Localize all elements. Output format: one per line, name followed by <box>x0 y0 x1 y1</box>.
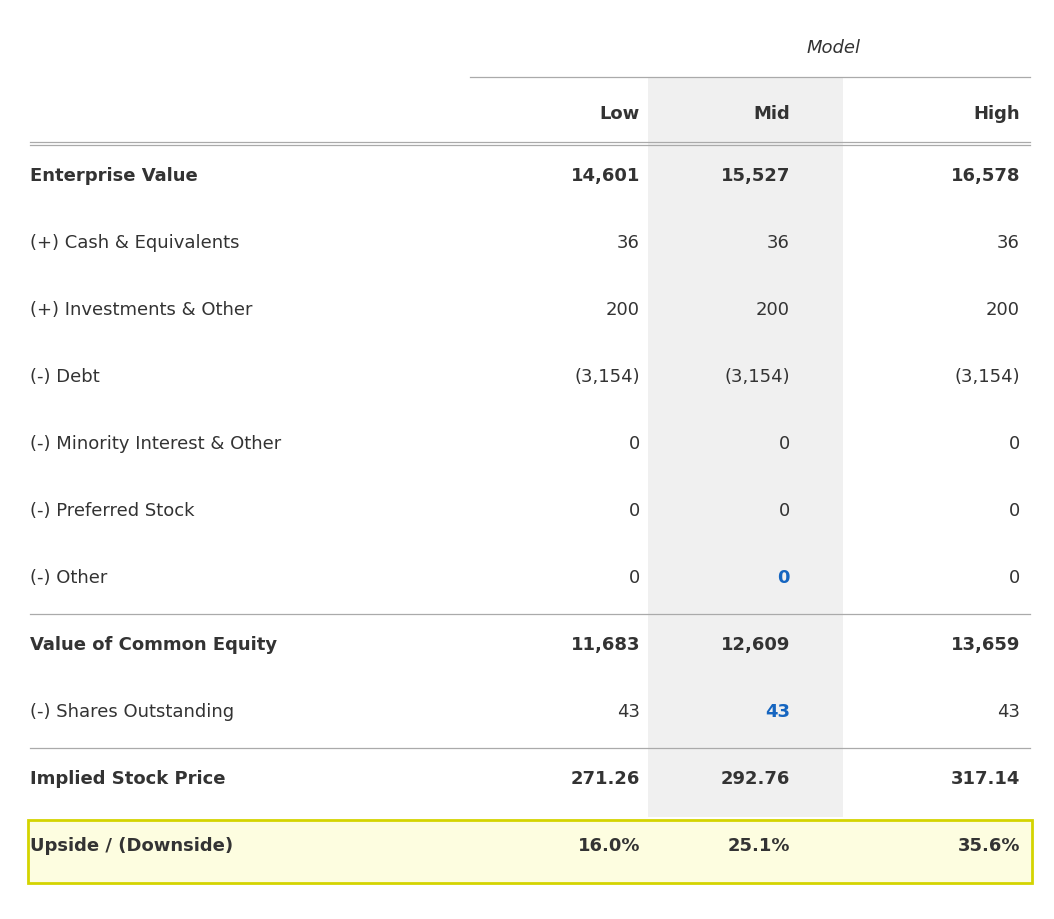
Text: 292.76: 292.76 <box>721 769 790 788</box>
Text: (-) Minority Interest & Other: (-) Minority Interest & Other <box>30 435 281 452</box>
Text: 0: 0 <box>1009 568 1020 586</box>
Text: Value of Common Equity: Value of Common Equity <box>30 635 277 653</box>
Text: High: High <box>974 105 1020 123</box>
Text: (3,154): (3,154) <box>724 368 790 386</box>
Text: 200: 200 <box>756 301 790 319</box>
Text: 25.1%: 25.1% <box>727 836 790 854</box>
Text: 15,527: 15,527 <box>721 167 790 185</box>
Text: 43: 43 <box>765 702 790 720</box>
Text: Low: Low <box>600 105 640 123</box>
Text: 36: 36 <box>997 233 1020 252</box>
Text: 271.26: 271.26 <box>570 769 640 788</box>
Text: 0: 0 <box>629 502 640 519</box>
Text: 0: 0 <box>779 435 790 452</box>
Bar <box>648 78 843 817</box>
Text: 36: 36 <box>618 233 640 252</box>
Text: 0: 0 <box>779 502 790 519</box>
Text: 12,609: 12,609 <box>721 635 790 653</box>
Text: 16,578: 16,578 <box>951 167 1020 185</box>
Text: Enterprise Value: Enterprise Value <box>30 167 198 185</box>
Text: 11,683: 11,683 <box>570 635 640 653</box>
Text: 0: 0 <box>629 435 640 452</box>
Text: 13,659: 13,659 <box>951 635 1020 653</box>
Text: Model: Model <box>807 39 861 57</box>
Text: 14,601: 14,601 <box>570 167 640 185</box>
Text: 0: 0 <box>1009 502 1020 519</box>
Text: (+) Investments & Other: (+) Investments & Other <box>30 301 253 319</box>
Text: Implied Stock Price: Implied Stock Price <box>30 769 226 788</box>
Text: 0: 0 <box>629 568 640 586</box>
Text: (-) Shares Outstanding: (-) Shares Outstanding <box>30 702 234 720</box>
Text: (-) Preferred Stock: (-) Preferred Stock <box>30 502 195 519</box>
Text: 317.14: 317.14 <box>951 769 1020 788</box>
Text: (+) Cash & Equivalents: (+) Cash & Equivalents <box>30 233 239 252</box>
Text: Mid: Mid <box>754 105 790 123</box>
Text: 36: 36 <box>767 233 790 252</box>
Text: (-) Other: (-) Other <box>30 568 108 586</box>
Text: (-) Debt: (-) Debt <box>30 368 100 386</box>
Text: 35.6%: 35.6% <box>957 836 1020 854</box>
Text: (3,154): (3,154) <box>954 368 1020 386</box>
Text: 200: 200 <box>606 301 640 319</box>
Text: 43: 43 <box>997 702 1020 720</box>
Text: 0: 0 <box>778 568 790 586</box>
Text: 43: 43 <box>617 702 640 720</box>
Text: 0: 0 <box>1009 435 1020 452</box>
Text: 200: 200 <box>985 301 1020 319</box>
FancyBboxPatch shape <box>28 820 1032 883</box>
Text: Upside / (Downside): Upside / (Downside) <box>30 836 233 854</box>
Text: (3,154): (3,154) <box>574 368 640 386</box>
Text: 16.0%: 16.0% <box>578 836 640 854</box>
